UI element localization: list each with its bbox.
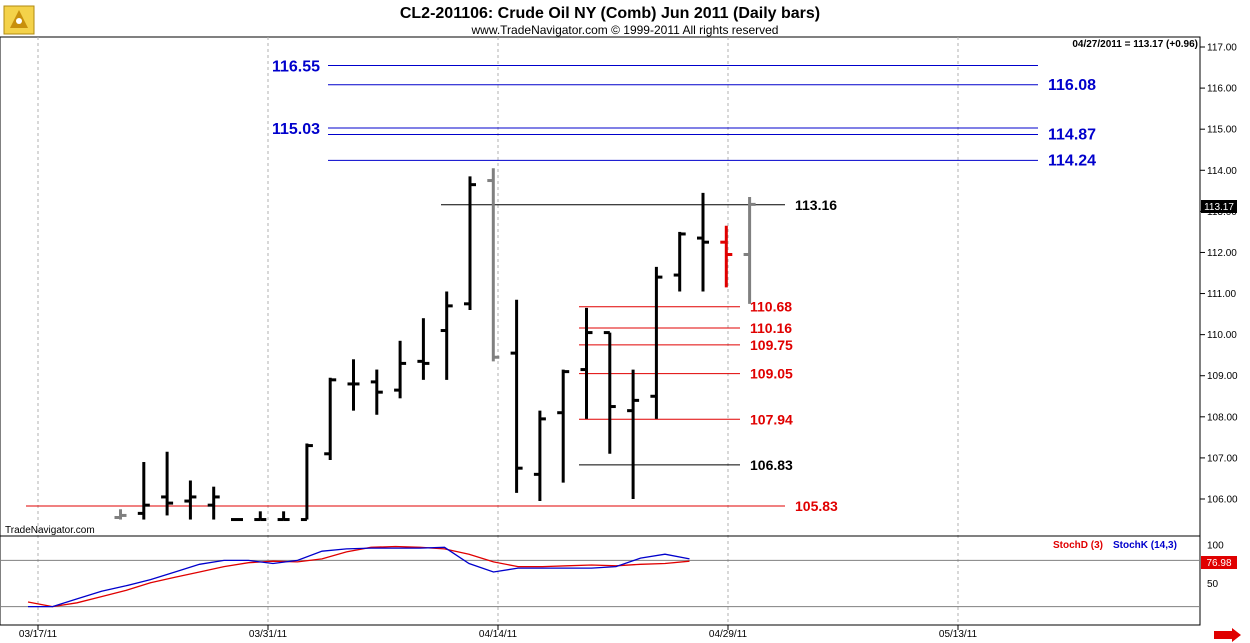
x-tick-label: 04/29/11 — [709, 629, 748, 640]
stoch-last-label: 76.98 — [1206, 558, 1231, 569]
y-tick-label: 117.00 — [1207, 43, 1237, 54]
y-tick-label: 107.00 — [1207, 453, 1238, 464]
chart-title: CL2-201106: Crude Oil NY (Comb) Jun 2011… — [400, 5, 820, 22]
level-label: 109.05 — [750, 366, 793, 382]
level-label: 114.87 — [1048, 127, 1096, 144]
level-label: 106.83 — [750, 457, 793, 473]
level-label: 116.55 — [272, 58, 320, 75]
level-label: 109.75 — [750, 337, 793, 353]
x-tick-label: 05/13/11 — [939, 629, 978, 640]
scroll-right-arrow-icon[interactable] — [1212, 628, 1242, 642]
y-tick-label: 109.00 — [1207, 371, 1238, 382]
stoch-k-legend: StochK (14,3) — [1113, 540, 1177, 551]
stoch-series-line — [28, 546, 690, 608]
y-tick-label: 110.00 — [1207, 330, 1237, 341]
stoch-y-axis: 100 50 — [1207, 541, 1224, 591]
level-label: 110.16 — [750, 320, 792, 336]
trade-navigator-logo-icon — [3, 5, 35, 35]
stoch-d-legend: StochD (3) — [1053, 540, 1103, 551]
x-axis: 03/17/11 03/31/11 04/14/11 04/29/11 05/13/11 — [19, 625, 978, 640]
chart-subtitle: www.TradeNavigator.com © 1999-2011 All r… — [471, 23, 779, 37]
y-tick-label: 112.00 — [1207, 248, 1237, 259]
stoch-panel-frame — [0, 535, 1201, 626]
ohlc-bars — [114, 168, 756, 522]
y-tick-label: 115.00 — [1207, 125, 1237, 136]
last-price-badge — [1201, 200, 1237, 213]
level-label: 107.94 — [750, 411, 793, 427]
stoch-lines — [0, 545, 1200, 608]
price-panel-frame — [0, 36, 1201, 537]
quote-readout: 04/27/2011 = 113.17 (+0.96) — [1072, 39, 1198, 50]
y-tick-label: 111.00 — [1207, 289, 1237, 300]
level-label: 114.24 — [1048, 152, 1096, 169]
x-tick-label: 03/31/11 — [249, 629, 288, 640]
level-label: 116.08 — [1048, 77, 1096, 94]
y-tick-label: 108.00 — [1207, 412, 1238, 423]
y-tick-label: 116.00 — [1207, 84, 1237, 95]
level-lines: 116.55 116.08 115.03 114.87 114.24 113.16 110.… — [26, 58, 1096, 514]
watermark: TradeNavigator.com — [5, 525, 95, 536]
x-tick-label: 04/14/11 — [479, 629, 518, 640]
level-label: 113.16 — [795, 197, 837, 213]
level-label: 110.68 — [750, 299, 792, 315]
stoch-y-tick-label: 100 — [1207, 541, 1224, 552]
stoch-last-badge — [1201, 556, 1237, 569]
level-label: 115.03 — [272, 121, 320, 138]
price-grid — [37, 37, 959, 625]
y-tick-label: 106.00 — [1207, 495, 1238, 506]
last-price-label: 113.17 — [1204, 202, 1234, 213]
y-tick-label: 114.00 — [1207, 166, 1237, 177]
stoch-series-line — [27, 545, 690, 608]
price-y-axis: 106.00 107.00 108.00 109.00 110.00 111.00 112.… — [1200, 43, 1238, 506]
level-label: 105.83 — [795, 498, 838, 514]
x-tick-label: 03/17/11 — [19, 629, 58, 640]
stoch-y-tick-label: 50 — [1207, 579, 1219, 590]
